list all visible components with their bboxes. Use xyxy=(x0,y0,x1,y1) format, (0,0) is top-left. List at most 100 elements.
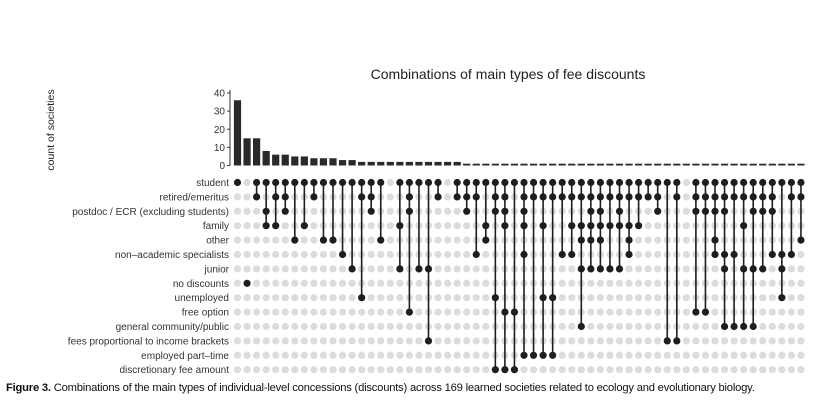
matrix-dot-empty xyxy=(386,294,394,302)
matrix-dot-empty xyxy=(797,265,805,273)
y-axis: 0 10 20 30 40 xyxy=(214,89,231,172)
matrix-dot-empty xyxy=(377,337,385,345)
matrix-dot-empty xyxy=(453,250,461,259)
matrix-dot-empty xyxy=(740,351,748,359)
matrix-dot-empty xyxy=(329,250,337,259)
matrix-dot-empty xyxy=(243,250,251,259)
matrix-dot-empty xyxy=(606,351,614,359)
matrix-dot-empty xyxy=(463,265,471,273)
bar xyxy=(348,160,356,166)
matrix-dot-empty xyxy=(596,279,605,287)
matrix-dot-empty xyxy=(568,337,576,345)
matrix-dot-empty xyxy=(262,265,270,273)
bar xyxy=(482,163,490,166)
matrix-dot-empty xyxy=(253,322,261,331)
bar xyxy=(243,138,251,166)
matrix-dot-empty xyxy=(444,236,452,244)
matrix-dot-empty xyxy=(558,265,566,273)
matrix-dot-empty xyxy=(310,337,318,345)
bar xyxy=(291,156,299,166)
matrix-dot-empty xyxy=(253,265,261,273)
matrix-dot-empty xyxy=(434,279,442,287)
bar xyxy=(453,161,461,166)
matrix-dot-empty xyxy=(396,279,404,287)
matrix-dot-empty xyxy=(768,337,776,345)
matrix-dot-empty xyxy=(472,337,480,345)
matrix-dot-empty xyxy=(463,308,471,316)
matrix-dot-empty xyxy=(253,222,261,230)
matrix-dot-empty xyxy=(625,337,633,345)
matrix-dot-empty xyxy=(415,322,423,331)
matrix-dot-empty xyxy=(654,366,662,374)
matrix-dot-empty xyxy=(253,279,261,287)
bar xyxy=(720,163,729,166)
matrix-dot-empty xyxy=(233,308,242,316)
matrix-dot-empty xyxy=(711,337,719,345)
bar xyxy=(396,161,404,166)
matrix-dot-empty xyxy=(453,294,461,302)
bar xyxy=(424,161,433,166)
matrix-dot-empty xyxy=(338,265,347,273)
matrix-dot-empty xyxy=(644,294,652,302)
matrix-dot-empty xyxy=(463,366,471,374)
matrix-dot-empty xyxy=(711,308,719,316)
matrix-dot-empty xyxy=(272,351,280,359)
matrix-dot-empty xyxy=(338,322,347,331)
matrix-dot-empty xyxy=(415,366,423,374)
bar xyxy=(568,163,576,166)
matrix-dot-empty xyxy=(348,294,356,302)
matrix-dot-empty xyxy=(233,294,242,302)
matrix-dot-empty xyxy=(253,308,261,316)
matrix-dot-empty xyxy=(377,308,385,316)
matrix-dot-empty xyxy=(682,351,690,359)
matrix-dot-empty xyxy=(348,279,356,287)
matrix-dot-empty xyxy=(233,193,242,201)
matrix-dot-empty xyxy=(587,322,595,331)
matrix-dot-empty xyxy=(682,265,690,273)
matrix-dot-empty xyxy=(348,337,356,345)
matrix-dot-empty xyxy=(358,337,366,345)
set-label: general community/public xyxy=(116,322,229,333)
matrix-dot-empty xyxy=(233,366,242,374)
matrix-dot-empty xyxy=(396,337,404,345)
matrix-dot-empty xyxy=(482,265,490,273)
matrix-dot-empty xyxy=(701,351,710,359)
bar xyxy=(692,163,700,166)
matrix-dot-empty xyxy=(396,322,404,331)
matrix-dot-empty xyxy=(682,308,690,316)
matrix-dot-empty xyxy=(281,222,289,230)
matrix-dot-empty xyxy=(396,294,404,302)
matrix-dot-empty xyxy=(577,351,585,359)
matrix-dot-empty xyxy=(778,308,786,316)
matrix-dot-empty xyxy=(262,294,270,302)
matrix-dot-empty xyxy=(453,337,461,345)
matrix-dot-empty xyxy=(635,265,643,273)
bar xyxy=(711,163,719,166)
matrix-dot-empty xyxy=(472,265,480,273)
bar xyxy=(520,163,528,166)
matrix-dot-empty xyxy=(291,308,299,316)
matrix-dot-empty xyxy=(778,366,786,374)
bar xyxy=(606,163,614,166)
matrix-dot-empty xyxy=(329,265,337,273)
matrix-dot-empty xyxy=(701,337,710,345)
matrix-dot-empty xyxy=(463,337,471,345)
bar xyxy=(329,158,337,166)
bar xyxy=(262,151,270,166)
matrix-dot-empty xyxy=(453,265,461,273)
matrix-dot-empty xyxy=(797,294,805,302)
matrix-dot-empty xyxy=(711,294,719,302)
matrix-dot-empty xyxy=(367,366,375,374)
bar xyxy=(673,163,681,166)
matrix-dot-empty xyxy=(577,337,585,345)
set-label: retired/emeritus xyxy=(160,192,229,203)
matrix-dot-empty xyxy=(272,236,280,244)
matrix-dot-empty xyxy=(386,207,394,215)
matrix-dot-empty xyxy=(338,337,347,345)
matrix-dot-empty xyxy=(444,193,452,201)
matrix-dot-empty xyxy=(396,351,404,359)
bar-series xyxy=(233,100,805,166)
matrix-dot-empty xyxy=(654,294,662,302)
set-label: no discounts xyxy=(173,279,229,290)
